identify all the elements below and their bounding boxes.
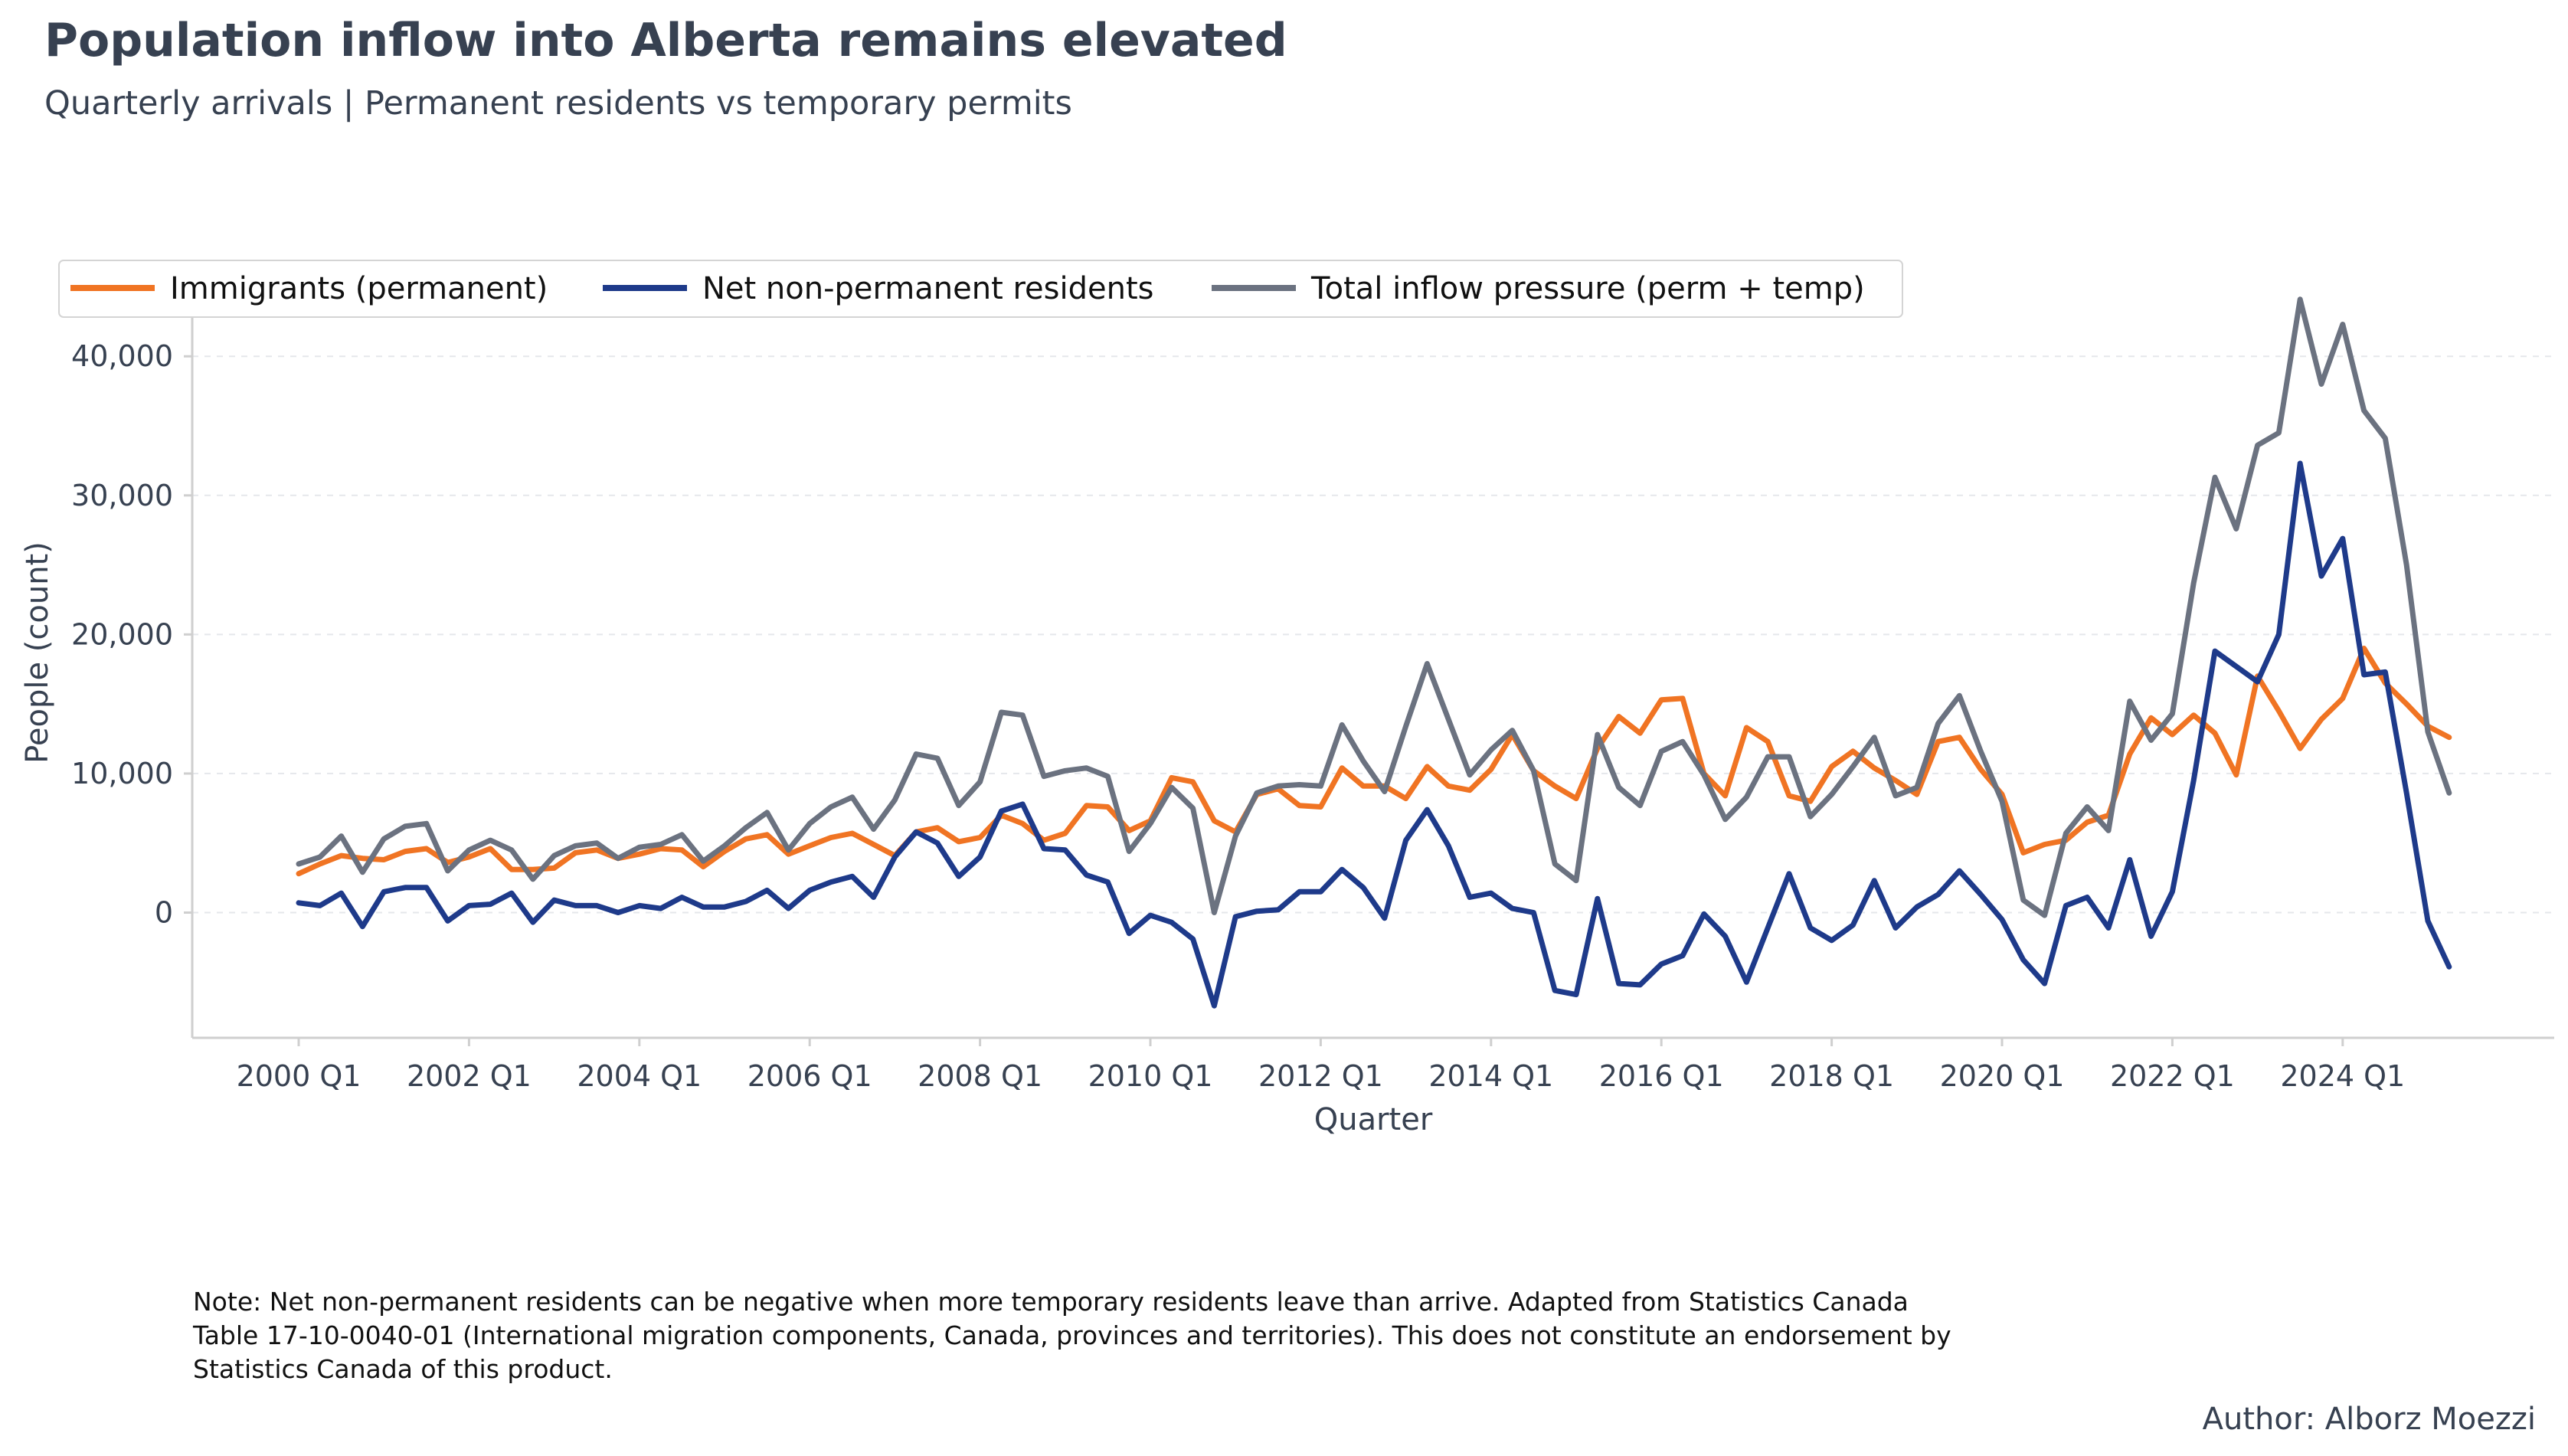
legend: Immigrants (permanent) Net non-permanent… xyxy=(58,260,1903,318)
x-tick-label: 2008 Q1 xyxy=(918,1059,1042,1093)
legend-label-total: Total inflow pressure (perm + temp) xyxy=(1310,271,1865,306)
x-tick-label: 2016 Q1 xyxy=(1599,1059,1724,1093)
x-tick-label: 2020 Q1 xyxy=(1940,1059,2065,1093)
legend-label-immigrants: Immigrants (permanent) xyxy=(170,271,548,306)
x-tick-label: 2022 Q1 xyxy=(2110,1059,2235,1093)
x-tick-label: 2010 Q1 xyxy=(1088,1059,1213,1093)
series-line-immigrants xyxy=(296,646,2452,877)
legend-label-npr: Net non-permanent residents xyxy=(702,271,1153,306)
gridlines xyxy=(192,355,2554,914)
footnote: Note: Net non-permanent residents can be… xyxy=(193,1287,1951,1384)
x-tick-label: 2006 Q1 xyxy=(748,1059,872,1093)
chart-subtitle: Quarterly arrivals | Permanent residents… xyxy=(44,84,1072,123)
x-tick-label: 2024 Q1 xyxy=(2280,1059,2405,1093)
series-line-total-inflow xyxy=(296,296,2452,918)
x-tick-label: 2002 Q1 xyxy=(407,1059,532,1093)
author-credit: Author: Alborz Moezzi xyxy=(2202,1402,2536,1437)
x-tick-label: 2014 Q1 xyxy=(1428,1059,1553,1093)
x-axis-label: Quarter xyxy=(1314,1102,1433,1137)
chart-title: Population inflow into Alberta remains e… xyxy=(44,14,1287,67)
series-line-net-npr xyxy=(296,460,2452,1009)
x-tick-label: 2018 Q1 xyxy=(1769,1059,1894,1093)
y-axis-label: People (count) xyxy=(20,542,55,764)
legend-frame xyxy=(58,260,1903,318)
x-tick-label: 2012 Q1 xyxy=(1258,1059,1383,1093)
x-tick-label: 2004 Q1 xyxy=(577,1059,702,1093)
x-tick-label: 2000 Q1 xyxy=(237,1059,361,1093)
y-tick-label: 10,000 xyxy=(71,757,173,790)
y-axis-ticks: 0 10,000 20,000 30,000 40,000 xyxy=(71,339,192,930)
y-tick-label: 0 xyxy=(155,896,173,930)
series-lines xyxy=(296,296,2452,1009)
y-tick-label: 30,000 xyxy=(71,479,173,512)
y-tick-label: 40,000 xyxy=(71,339,173,373)
y-tick-label: 20,000 xyxy=(71,617,173,651)
x-axis-ticks: 2000 Q1 2002 Q1 2004 Q1 2006 Q1 2008 Q1 2010 … xyxy=(237,1038,2405,1093)
